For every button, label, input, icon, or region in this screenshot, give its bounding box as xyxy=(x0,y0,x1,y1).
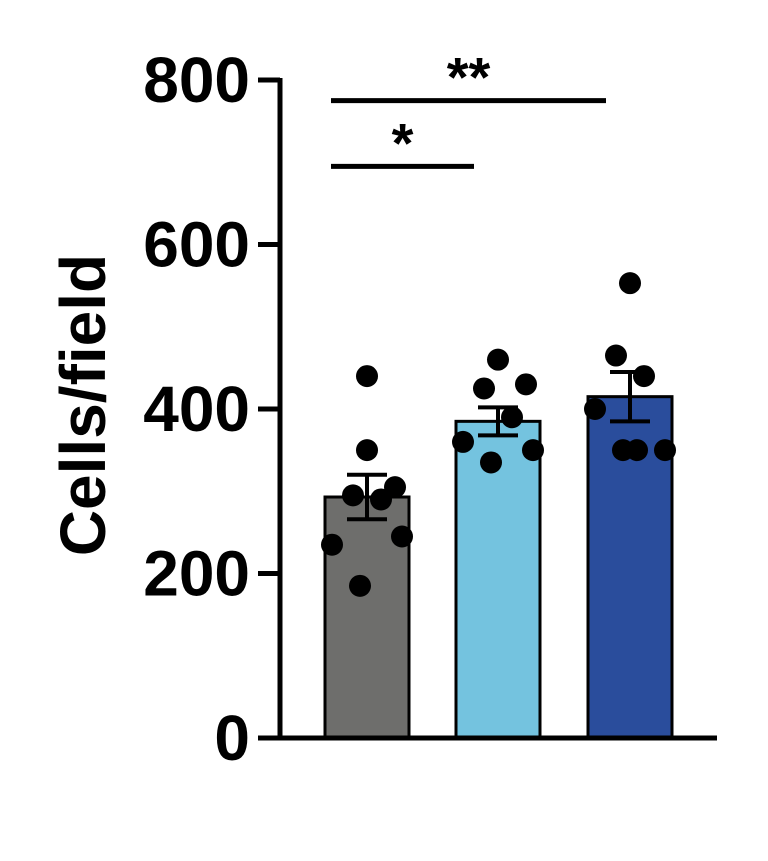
data-point xyxy=(654,439,676,462)
significance-label: * xyxy=(392,111,414,174)
data-point xyxy=(626,439,648,462)
data-point xyxy=(349,574,371,597)
data-point xyxy=(522,439,544,462)
data-point xyxy=(584,398,606,420)
data-point xyxy=(501,406,523,429)
data-point xyxy=(633,365,655,388)
y-axis-ticks: 0 200 400 600 800 xyxy=(143,44,280,774)
data-point xyxy=(356,439,378,462)
y-tick-label: 400 xyxy=(143,373,250,445)
data-point xyxy=(480,451,502,474)
significance-markers: *** xyxy=(331,46,606,174)
data-point xyxy=(342,484,364,507)
data-point xyxy=(356,365,378,388)
data-points xyxy=(321,272,676,597)
y-tick-label: 200 xyxy=(143,538,250,610)
y-axis-label: Cells/field xyxy=(47,254,119,556)
data-point xyxy=(487,348,509,371)
data-point xyxy=(619,272,641,295)
data-point xyxy=(452,430,474,453)
significance-label: ** xyxy=(447,46,491,109)
y-tick-label: 0 xyxy=(214,702,250,774)
data-point xyxy=(515,373,537,396)
data-point xyxy=(473,377,495,400)
y-tick-label: 800 xyxy=(143,44,250,116)
y-tick-label: 600 xyxy=(143,209,250,281)
data-point xyxy=(370,488,392,511)
data-point xyxy=(605,344,627,367)
data-point xyxy=(321,533,343,556)
data-point xyxy=(391,525,413,548)
